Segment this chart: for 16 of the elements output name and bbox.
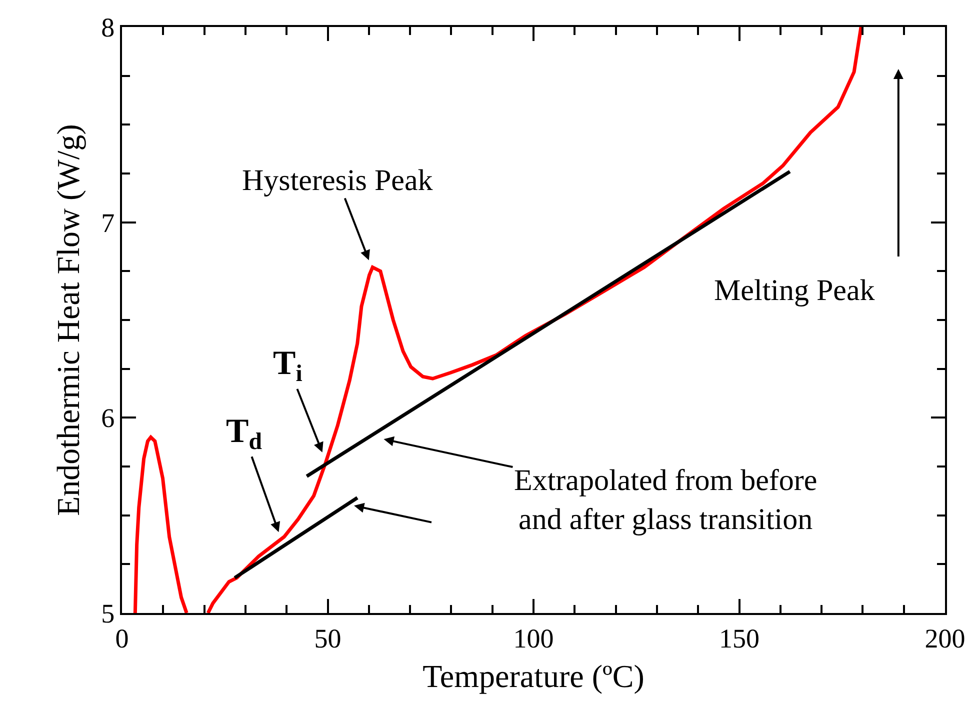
x-tick-label: 0 — [115, 623, 129, 654]
annotation: Melting Peak — [714, 274, 875, 307]
y-tick-label: 8 — [101, 12, 115, 42]
y-tick-label: 7 — [101, 208, 115, 238]
annotation: T$_{i}$ — [273, 345, 303, 388]
annotation: Extrapolated from before and after glass transition — [514, 464, 818, 536]
annotation: T$_{d}$ — [226, 413, 262, 456]
x-tick-label: 50 — [314, 623, 342, 654]
x-tick-label: 200 — [924, 623, 966, 654]
x-tick-label: 100 — [513, 623, 554, 654]
y-tick-label: 5 — [101, 598, 115, 628]
x-tick-label: 150 — [719, 623, 760, 654]
y-tick-label: 6 — [101, 403, 115, 434]
annotation: Hysteresis Peak — [242, 164, 433, 197]
y-axis-title: Endothermic Heat Flow (W/g) — [50, 124, 86, 516]
x-axis-title: Temperature (ºC) — [422, 658, 644, 694]
